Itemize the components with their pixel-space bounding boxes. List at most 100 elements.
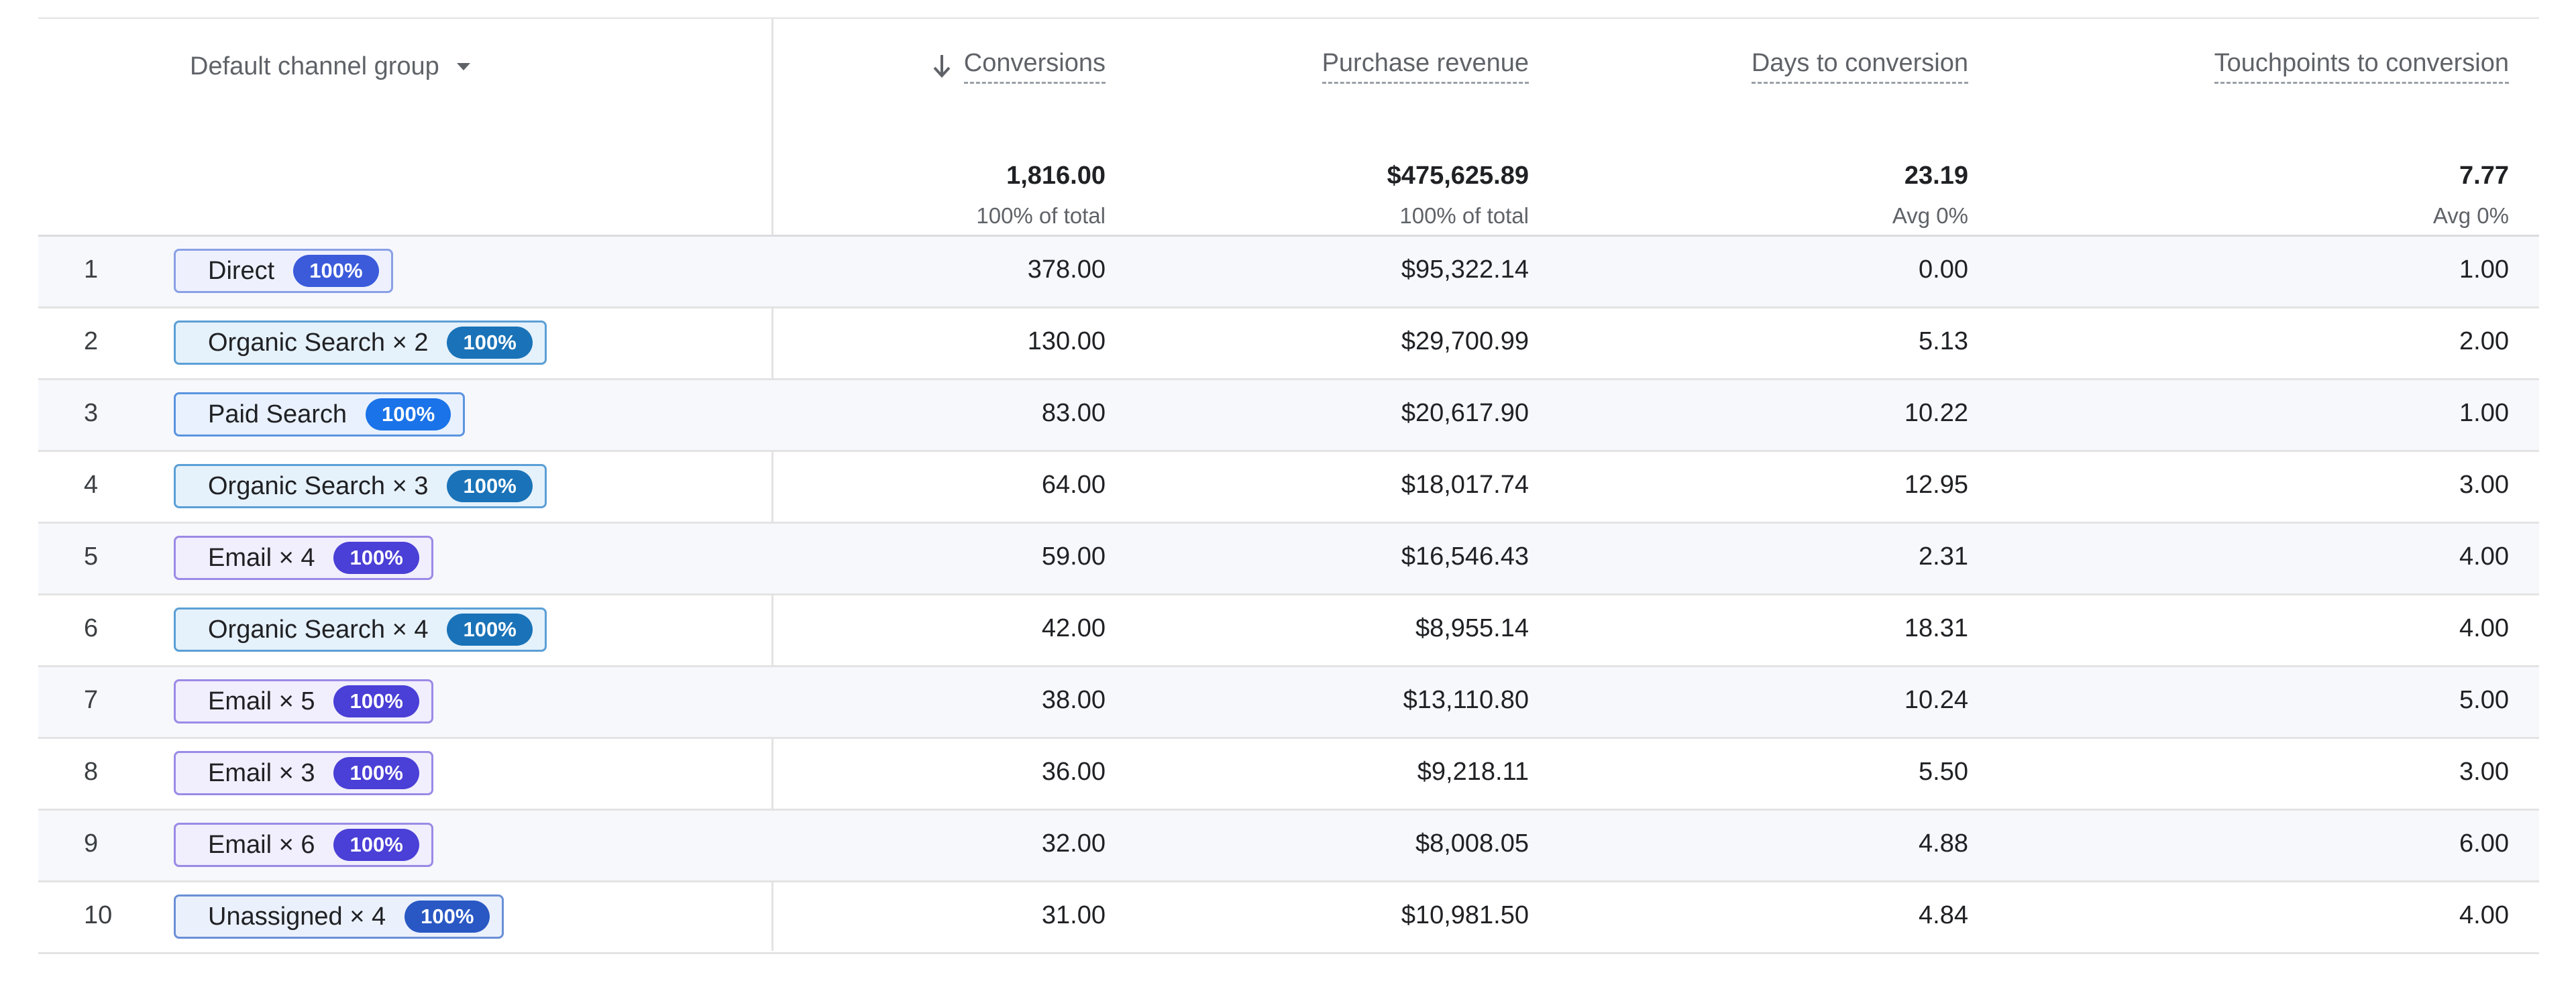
cell-days-to-conversion: 0.00 [1919,255,1968,284]
cell-touchpoints: 1.00 [2459,255,2509,284]
percent-badge: 100% [333,757,419,789]
column-header-label: Purchase revenue [1322,47,1529,84]
sort-descending-icon [933,54,951,78]
cell-conversions: 59.00 [1041,542,1106,571]
path-label: Organic Search × 2 [208,328,429,357]
table-top-border [38,17,2539,19]
table-row[interactable]: 9 Email × 6 100% 32.00 $8,008.05 4.88 6.… [38,811,2539,882]
column-header-label: Touchpoints to conversion [2214,47,2509,84]
cell-purchase-revenue: $16,546.43 [1401,542,1529,571]
total-purchase-revenue: $475,625.89 100% of total [1387,160,1529,231]
dimension-selector[interactable]: Default channel group [190,52,470,81]
cell-touchpoints: 6.00 [2459,829,2509,858]
percent-badge: 100% [366,398,451,430]
cell-touchpoints: 4.00 [2459,901,2509,929]
percent-badge: 100% [447,327,533,359]
path-chip[interactable]: Unassigned × 4 100% [174,894,504,939]
column-header-purchase-revenue[interactable]: Purchase revenue [1322,47,1529,84]
percent-badge: 100% [293,255,379,287]
column-header-touchpoints[interactable]: Touchpoints to conversion [2214,47,2509,84]
cell-purchase-revenue: $13,110.80 [1403,686,1529,714]
total-subtext: Avg 0% [2432,203,2509,228]
cell-conversions: 38.00 [1041,686,1106,714]
cell-purchase-revenue: $10,981.50 [1401,901,1529,929]
table-row[interactable]: 4 Organic Search × 3 100% 64.00 $18,017.… [38,452,2539,524]
path-label: Organic Search × 3 [208,471,429,500]
total-value: 1,816.00 [1006,162,1106,190]
table-row[interactable]: 10 Unassigned × 4 100% 31.00 $10,981.50 … [38,882,2539,954]
cell-purchase-revenue: $95,322.14 [1401,255,1529,284]
column-header-label: Conversions [963,47,1106,84]
row-rank: 1 [84,255,99,284]
cell-conversions: 64.00 [1041,471,1106,499]
path-chip[interactable]: Email × 6 100% [174,823,433,867]
percent-badge: 100% [333,685,419,717]
cell-conversions: 36.00 [1041,758,1106,786]
table-row[interactable]: 1 Direct 100% 378.00 $95,322.14 0.00 1.0… [38,237,2539,308]
table-row[interactable]: 3 Paid Search 100% 83.00 $20,617.90 10.2… [38,380,2539,452]
total-subtext: 100% of total [1399,203,1529,228]
total-value: 23.19 [1904,162,1968,190]
table-row[interactable]: 7 Email × 5 100% 38.00 $13,110.80 10.24 … [38,667,2539,739]
cell-purchase-revenue: $8,008.05 [1415,829,1529,858]
row-rank: 8 [84,758,99,786]
path-chip[interactable]: Email × 5 100% [174,679,433,723]
cell-days-to-conversion: 18.31 [1904,614,1968,642]
total-subtext: Avg 0% [1892,203,1968,228]
column-header-conversions[interactable]: Conversions [932,47,1106,84]
path-chip[interactable]: Email × 4 100% [174,536,433,580]
path-chip[interactable]: Organic Search × 3 100% [174,464,547,508]
cell-conversions: 32.00 [1041,829,1106,858]
cell-touchpoints: 4.00 [2459,614,2509,642]
path-label: Email × 3 [208,758,315,787]
total-conversions: 1,816.00 100% of total [976,160,1106,231]
table-row[interactable]: 6 Organic Search × 4 100% 42.00 $8,955.1… [38,595,2539,667]
table-row[interactable]: 2 Organic Search × 2 100% 130.00 $29,700… [38,308,2539,380]
cell-days-to-conversion: 4.84 [1919,901,1968,929]
cell-touchpoints: 3.00 [2459,471,2509,499]
path-label: Email × 4 [208,543,315,572]
cell-touchpoints: 2.00 [2459,327,2509,355]
row-rank: 9 [84,829,99,858]
cell-touchpoints: 1.00 [2459,399,2509,427]
path-chip[interactable]: Organic Search × 2 100% [174,321,547,365]
dropdown-caret-icon [456,63,470,70]
percent-badge: 100% [447,470,533,502]
cell-conversions: 31.00 [1041,901,1106,929]
path-chip[interactable]: Organic Search × 4 100% [174,607,547,652]
cell-days-to-conversion: 12.95 [1904,471,1968,499]
cell-days-to-conversion: 10.22 [1904,399,1968,427]
row-rank: 6 [84,614,99,642]
total-value: 7.77 [2459,162,2509,190]
path-label: Paid Search [208,400,347,428]
percent-badge: 100% [333,829,419,861]
column-divider [771,19,773,951]
cell-days-to-conversion: 10.24 [1904,686,1968,714]
cell-conversions: 83.00 [1041,399,1106,427]
cell-touchpoints: 3.00 [2459,758,2509,786]
row-rank: 2 [84,327,99,355]
total-subtext: 100% of total [976,203,1106,228]
path-chip[interactable]: Email × 3 100% [174,751,433,795]
cell-conversions: 378.00 [1027,255,1106,284]
cell-purchase-revenue: $9,218.11 [1417,758,1529,786]
cell-conversions: 130.00 [1027,327,1106,355]
totals-row: 1,816.00 100% of total $475,625.89 100% … [38,118,2539,235]
path-chip[interactable]: Direct 100% [174,249,393,293]
percent-badge: 100% [447,614,533,646]
table-row[interactable]: 8 Email × 3 100% 36.00 $9,218.11 5.50 3.… [38,739,2539,811]
table-row[interactable]: 5 Email × 4 100% 59.00 $16,546.43 2.31 4… [38,524,2539,595]
column-header-label: Days to conversion [1751,47,1968,84]
path-label: Organic Search × 4 [208,615,429,644]
path-label: Direct [208,256,275,285]
path-label: Email × 5 [208,687,315,715]
column-header-days-to-conversion[interactable]: Days to conversion [1751,47,1968,84]
row-rank: 10 [84,901,113,929]
percent-badge: 100% [405,901,490,933]
cell-touchpoints: 5.00 [2459,686,2509,714]
row-rank: 7 [84,686,99,714]
cell-days-to-conversion: 2.31 [1919,542,1968,571]
row-rank: 3 [84,399,99,427]
cell-touchpoints: 4.00 [2459,542,2509,571]
path-chip[interactable]: Paid Search 100% [174,392,466,437]
